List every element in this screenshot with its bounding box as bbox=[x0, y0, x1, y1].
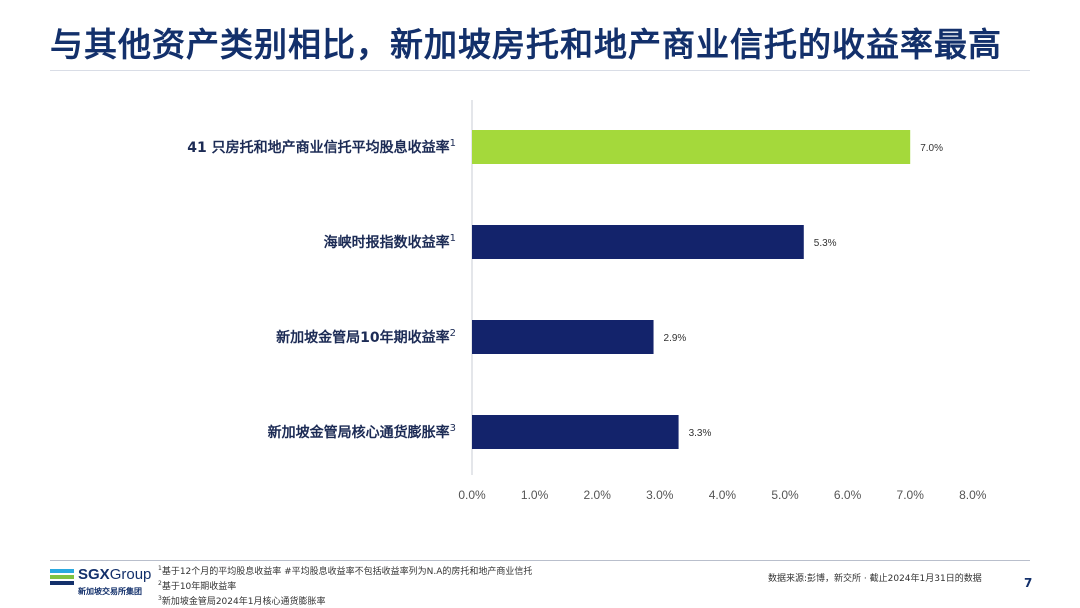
value-label-1: 7.0% bbox=[920, 143, 943, 154]
category-label-2: 海峡时报指数收益率1 bbox=[324, 233, 456, 251]
bar-3 bbox=[472, 320, 654, 354]
data-source: 数据来源:彭博，新交所 · 截止2024年1月31日的数据 bbox=[768, 574, 982, 584]
logo-text: SGXGroup bbox=[78, 566, 151, 583]
logo-main: SGX bbox=[78, 566, 110, 583]
bar-2 bbox=[472, 225, 804, 259]
page-title: 与其他资产类别相比，新加坡房托和地产商业信托的收益率最高 bbox=[50, 25, 1002, 64]
category-label-3: 新加坡金管局10年期收益率2 bbox=[276, 328, 456, 346]
value-label-3: 2.9% bbox=[664, 333, 687, 344]
x-tick-label-0: 0.0% bbox=[458, 488, 486, 502]
x-tick-label-8: 8.0% bbox=[959, 488, 987, 502]
bar-1 bbox=[472, 130, 911, 164]
title-divider bbox=[50, 70, 1030, 71]
x-tick-label-4: 4.0% bbox=[709, 488, 737, 502]
bar-chart: 7.0% 41 只房托和地产商业信托平均股息收益率1 5.3% 海峡时报指数收益率1 2… bbox=[187, 100, 987, 502]
footnote-2: 2基于10年期收益率 bbox=[158, 580, 237, 592]
footer-divider bbox=[50, 560, 1030, 561]
value-label-2: 5.3% bbox=[814, 238, 837, 249]
x-tick-label-1: 1.0% bbox=[521, 488, 549, 502]
bar-4 bbox=[472, 415, 679, 449]
x-tick-label-3: 3.0% bbox=[646, 488, 674, 502]
footnote-3: 3新加坡金管局2024年1月核心通货膨胀率 bbox=[158, 595, 326, 607]
x-tick-label-6: 6.0% bbox=[834, 488, 862, 502]
category-label-1: 41 只房托和地产商业信托平均股息收益率1 bbox=[187, 138, 456, 156]
x-tick-label-5: 5.0% bbox=[771, 488, 799, 502]
logo-group: Group bbox=[109, 566, 152, 583]
footnote-1: 1基于12个月的平均股息收益率 #平均股息收益率不包括收益率列为N.A的房托和地… bbox=[158, 565, 533, 577]
page-number: 7 bbox=[1024, 576, 1033, 590]
value-label-4: 3.3% bbox=[689, 428, 712, 439]
footnotes: 1基于12个月的平均股息收益率 #平均股息收益率不包括收益率列为N.A的房托和地… bbox=[158, 563, 532, 608]
category-label-4: 新加坡金管局核心通货膨胀率3 bbox=[268, 423, 456, 441]
x-tick-label-2: 2.0% bbox=[584, 488, 612, 502]
x-tick-label-7: 7.0% bbox=[897, 488, 925, 502]
sgx-logo: SGXGroup 新加坡交易所集团 bbox=[50, 566, 160, 602]
logo-bars-icon bbox=[50, 569, 74, 591]
logo-subtitle: 新加坡交易所集团 bbox=[78, 587, 142, 596]
